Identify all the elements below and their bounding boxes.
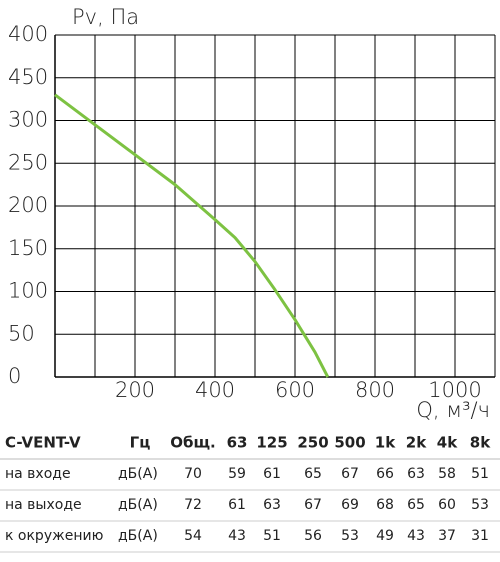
table-cell: 63 bbox=[407, 466, 425, 482]
x-tick-label: 200 bbox=[115, 378, 155, 402]
table-cell: 43 bbox=[407, 528, 425, 544]
table-cell: 61 bbox=[263, 466, 281, 482]
table-cell: 53 bbox=[341, 528, 359, 544]
table-cell: к окружению bbox=[5, 528, 104, 544]
table-cell: 67 bbox=[304, 497, 322, 513]
table-cell: 68 bbox=[376, 497, 394, 513]
table-cell: 56 bbox=[304, 528, 322, 544]
table-cell: дБ(А) bbox=[118, 528, 158, 544]
table-header: 4k bbox=[437, 434, 458, 452]
x-axis-label: Q, м³/ч bbox=[416, 398, 490, 422]
table-cell: 63 bbox=[263, 497, 281, 513]
table-cell: 72 bbox=[184, 497, 202, 513]
table-cell: 37 bbox=[438, 528, 456, 544]
table-cell: 54 bbox=[184, 528, 202, 544]
table-cell: 66 bbox=[376, 466, 394, 482]
table-cell: на выходе bbox=[5, 497, 82, 513]
table-cell: 58 bbox=[438, 466, 456, 482]
table-header: 250 bbox=[297, 434, 328, 452]
x-tick-label: 400 bbox=[195, 378, 235, 402]
table-cell: дБ(А) bbox=[118, 497, 158, 513]
y-tick-label: 150 bbox=[8, 236, 48, 260]
y-tick-label: 400 bbox=[8, 22, 48, 46]
table-cell: 51 bbox=[471, 466, 489, 482]
table-cell: 49 bbox=[376, 528, 394, 544]
curve bbox=[54, 93, 330, 378]
y-tick-label: 100 bbox=[8, 279, 48, 303]
table-cell: 60 bbox=[438, 497, 456, 513]
x-tick-label: 600 bbox=[275, 378, 315, 402]
table-cell: 53 bbox=[471, 497, 489, 513]
table-cell: 70 bbox=[184, 466, 202, 482]
table-header: 500 bbox=[334, 434, 365, 452]
table-cell: на входе bbox=[5, 466, 71, 482]
table-header: 125 bbox=[256, 434, 287, 452]
y-tick-label: 200 bbox=[8, 193, 48, 217]
y-tick-label: 50 bbox=[8, 321, 35, 345]
table-header: 2k bbox=[406, 434, 427, 452]
table-header: Общ. bbox=[170, 434, 216, 452]
table-cell: 31 bbox=[471, 528, 489, 544]
table-cell: 59 bbox=[228, 466, 246, 482]
y-tick-label: 0 bbox=[8, 364, 21, 388]
y-tick-label: 300 bbox=[8, 108, 48, 132]
table-cell: 67 bbox=[341, 466, 359, 482]
table-cell: 69 bbox=[341, 497, 359, 513]
table-cell: 61 bbox=[228, 497, 246, 513]
table-header: Гц bbox=[130, 434, 151, 452]
y-axis-label: Pv, Па bbox=[72, 5, 139, 29]
table-cell: дБ(А) bbox=[118, 466, 158, 482]
y-tick-label: 250 bbox=[8, 150, 48, 174]
table-header: 1k bbox=[375, 434, 396, 452]
table-header: 63 bbox=[227, 434, 248, 452]
table-cell: 65 bbox=[407, 497, 425, 513]
x-tick-label: 1000 bbox=[428, 378, 481, 402]
table-cell: 51 bbox=[263, 528, 281, 544]
table-header: 8k bbox=[470, 434, 491, 452]
x-tick-label: 800 bbox=[355, 378, 395, 402]
table-cell: 43 bbox=[228, 528, 246, 544]
table-cell: 65 bbox=[304, 466, 322, 482]
table-header: C-VENT-V bbox=[5, 434, 81, 452]
y-tick-label: 450 bbox=[8, 65, 48, 89]
